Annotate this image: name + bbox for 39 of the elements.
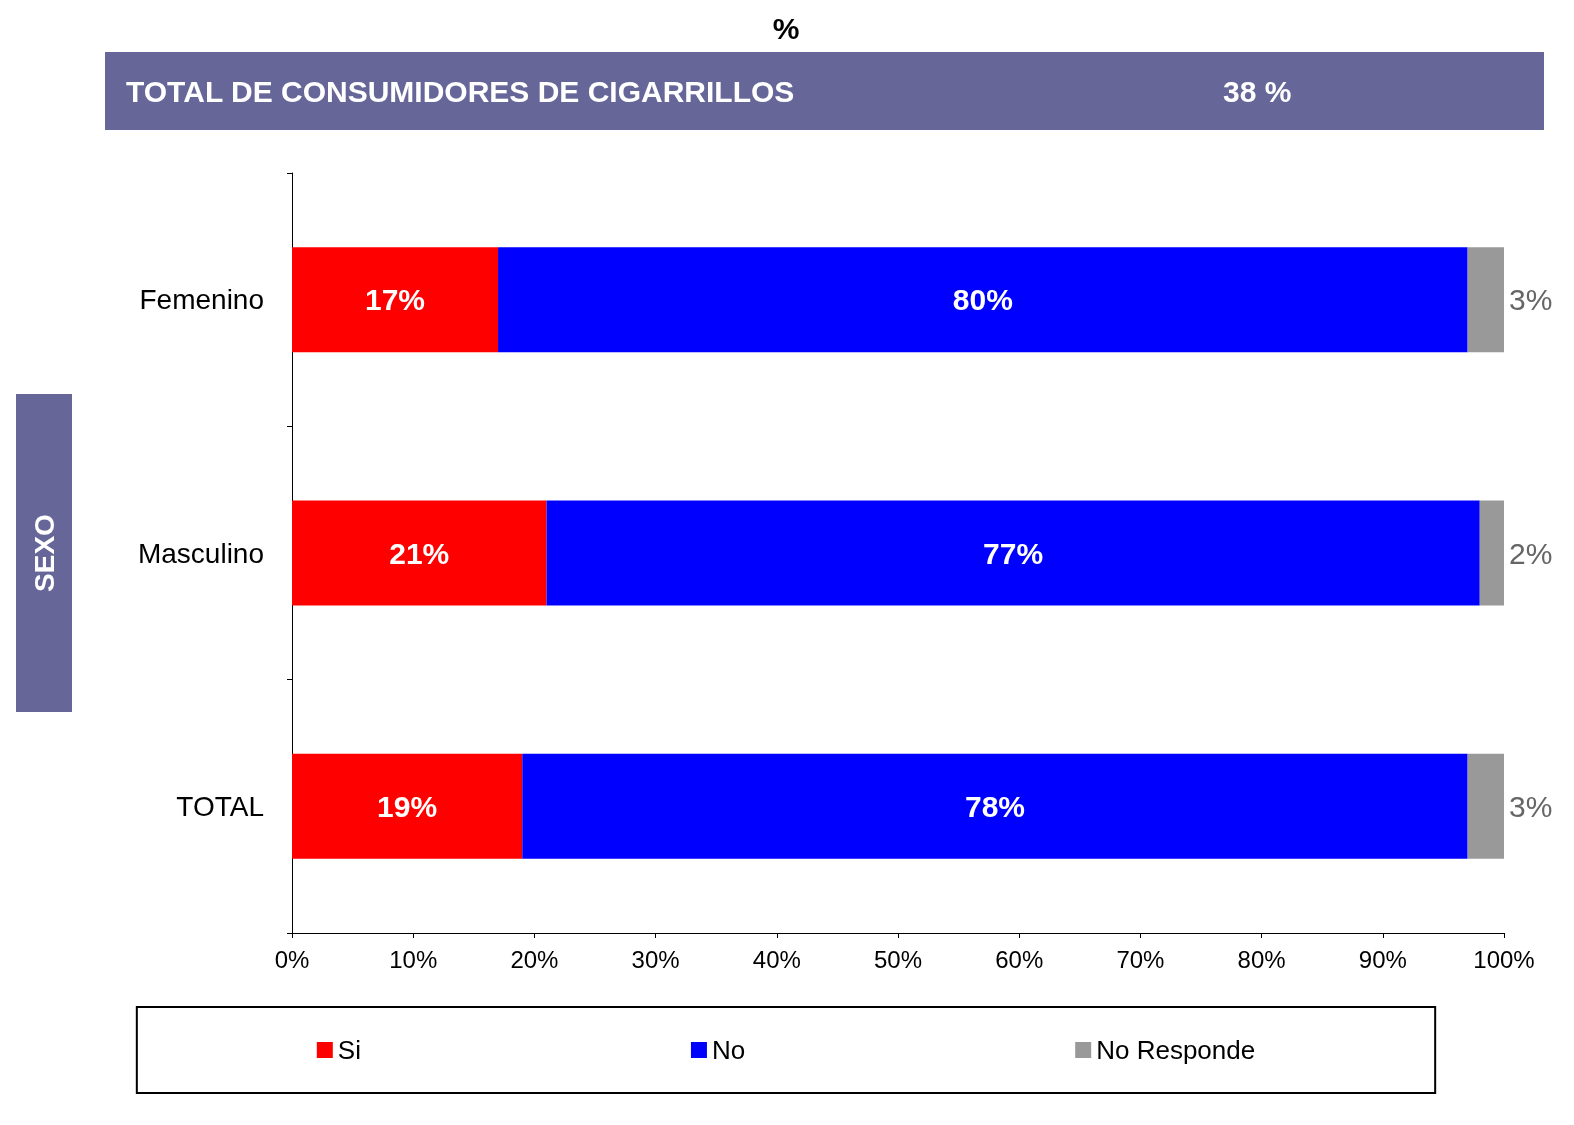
- data-label: 80%: [952, 283, 1013, 317]
- y-tick-label: TOTAL: [176, 790, 264, 822]
- y-axis-title: SEXO: [28, 514, 60, 592]
- data-label: 2%: [1509, 536, 1553, 570]
- y-tick-label: Femenino: [139, 284, 264, 316]
- x-tick-label: 0%: [274, 945, 310, 973]
- x-tick-label: 30%: [631, 945, 680, 973]
- x-tick-label: 100%: [1473, 945, 1535, 973]
- x-tick-label: 10%: [389, 945, 438, 973]
- data-label: 77%: [983, 536, 1044, 570]
- legend-label: No Responde: [1096, 1035, 1256, 1065]
- x-tick-label: 60%: [995, 945, 1044, 973]
- legend-label: Si: [337, 1035, 361, 1065]
- bar: [1467, 753, 1504, 859]
- data-label: 17%: [365, 283, 426, 317]
- bar: [292, 753, 523, 859]
- data-label: 78%: [964, 789, 1025, 823]
- bar: [1467, 247, 1504, 353]
- legend-label: No: [711, 1035, 746, 1065]
- text: 38 %: [1223, 74, 1292, 108]
- x-tick-label: 70%: [1116, 945, 1165, 973]
- bar: [546, 500, 1480, 606]
- chart-title: %: [772, 11, 800, 45]
- bar: [522, 753, 1468, 859]
- bar: [292, 500, 547, 606]
- data-label: 3%: [1509, 789, 1553, 823]
- y-tick-label: Masculino: [137, 537, 264, 569]
- x-tick-label: 40%: [752, 945, 801, 973]
- data-label: 19%: [377, 789, 438, 823]
- x-tick-label: 20%: [510, 945, 559, 973]
- bar: [498, 247, 1468, 353]
- text: TOTAL DE CONSUMIDORES DE CIGARRILLOS: [126, 74, 795, 108]
- x-tick-label: 80%: [1237, 945, 1286, 973]
- x-tick-label: 50%: [873, 945, 923, 973]
- data-label: 21%: [389, 536, 450, 570]
- bar: [292, 247, 499, 353]
- bar: [1479, 500, 1504, 606]
- x-tick-label: 90%: [1358, 945, 1407, 973]
- data-label: 3%: [1509, 283, 1553, 317]
